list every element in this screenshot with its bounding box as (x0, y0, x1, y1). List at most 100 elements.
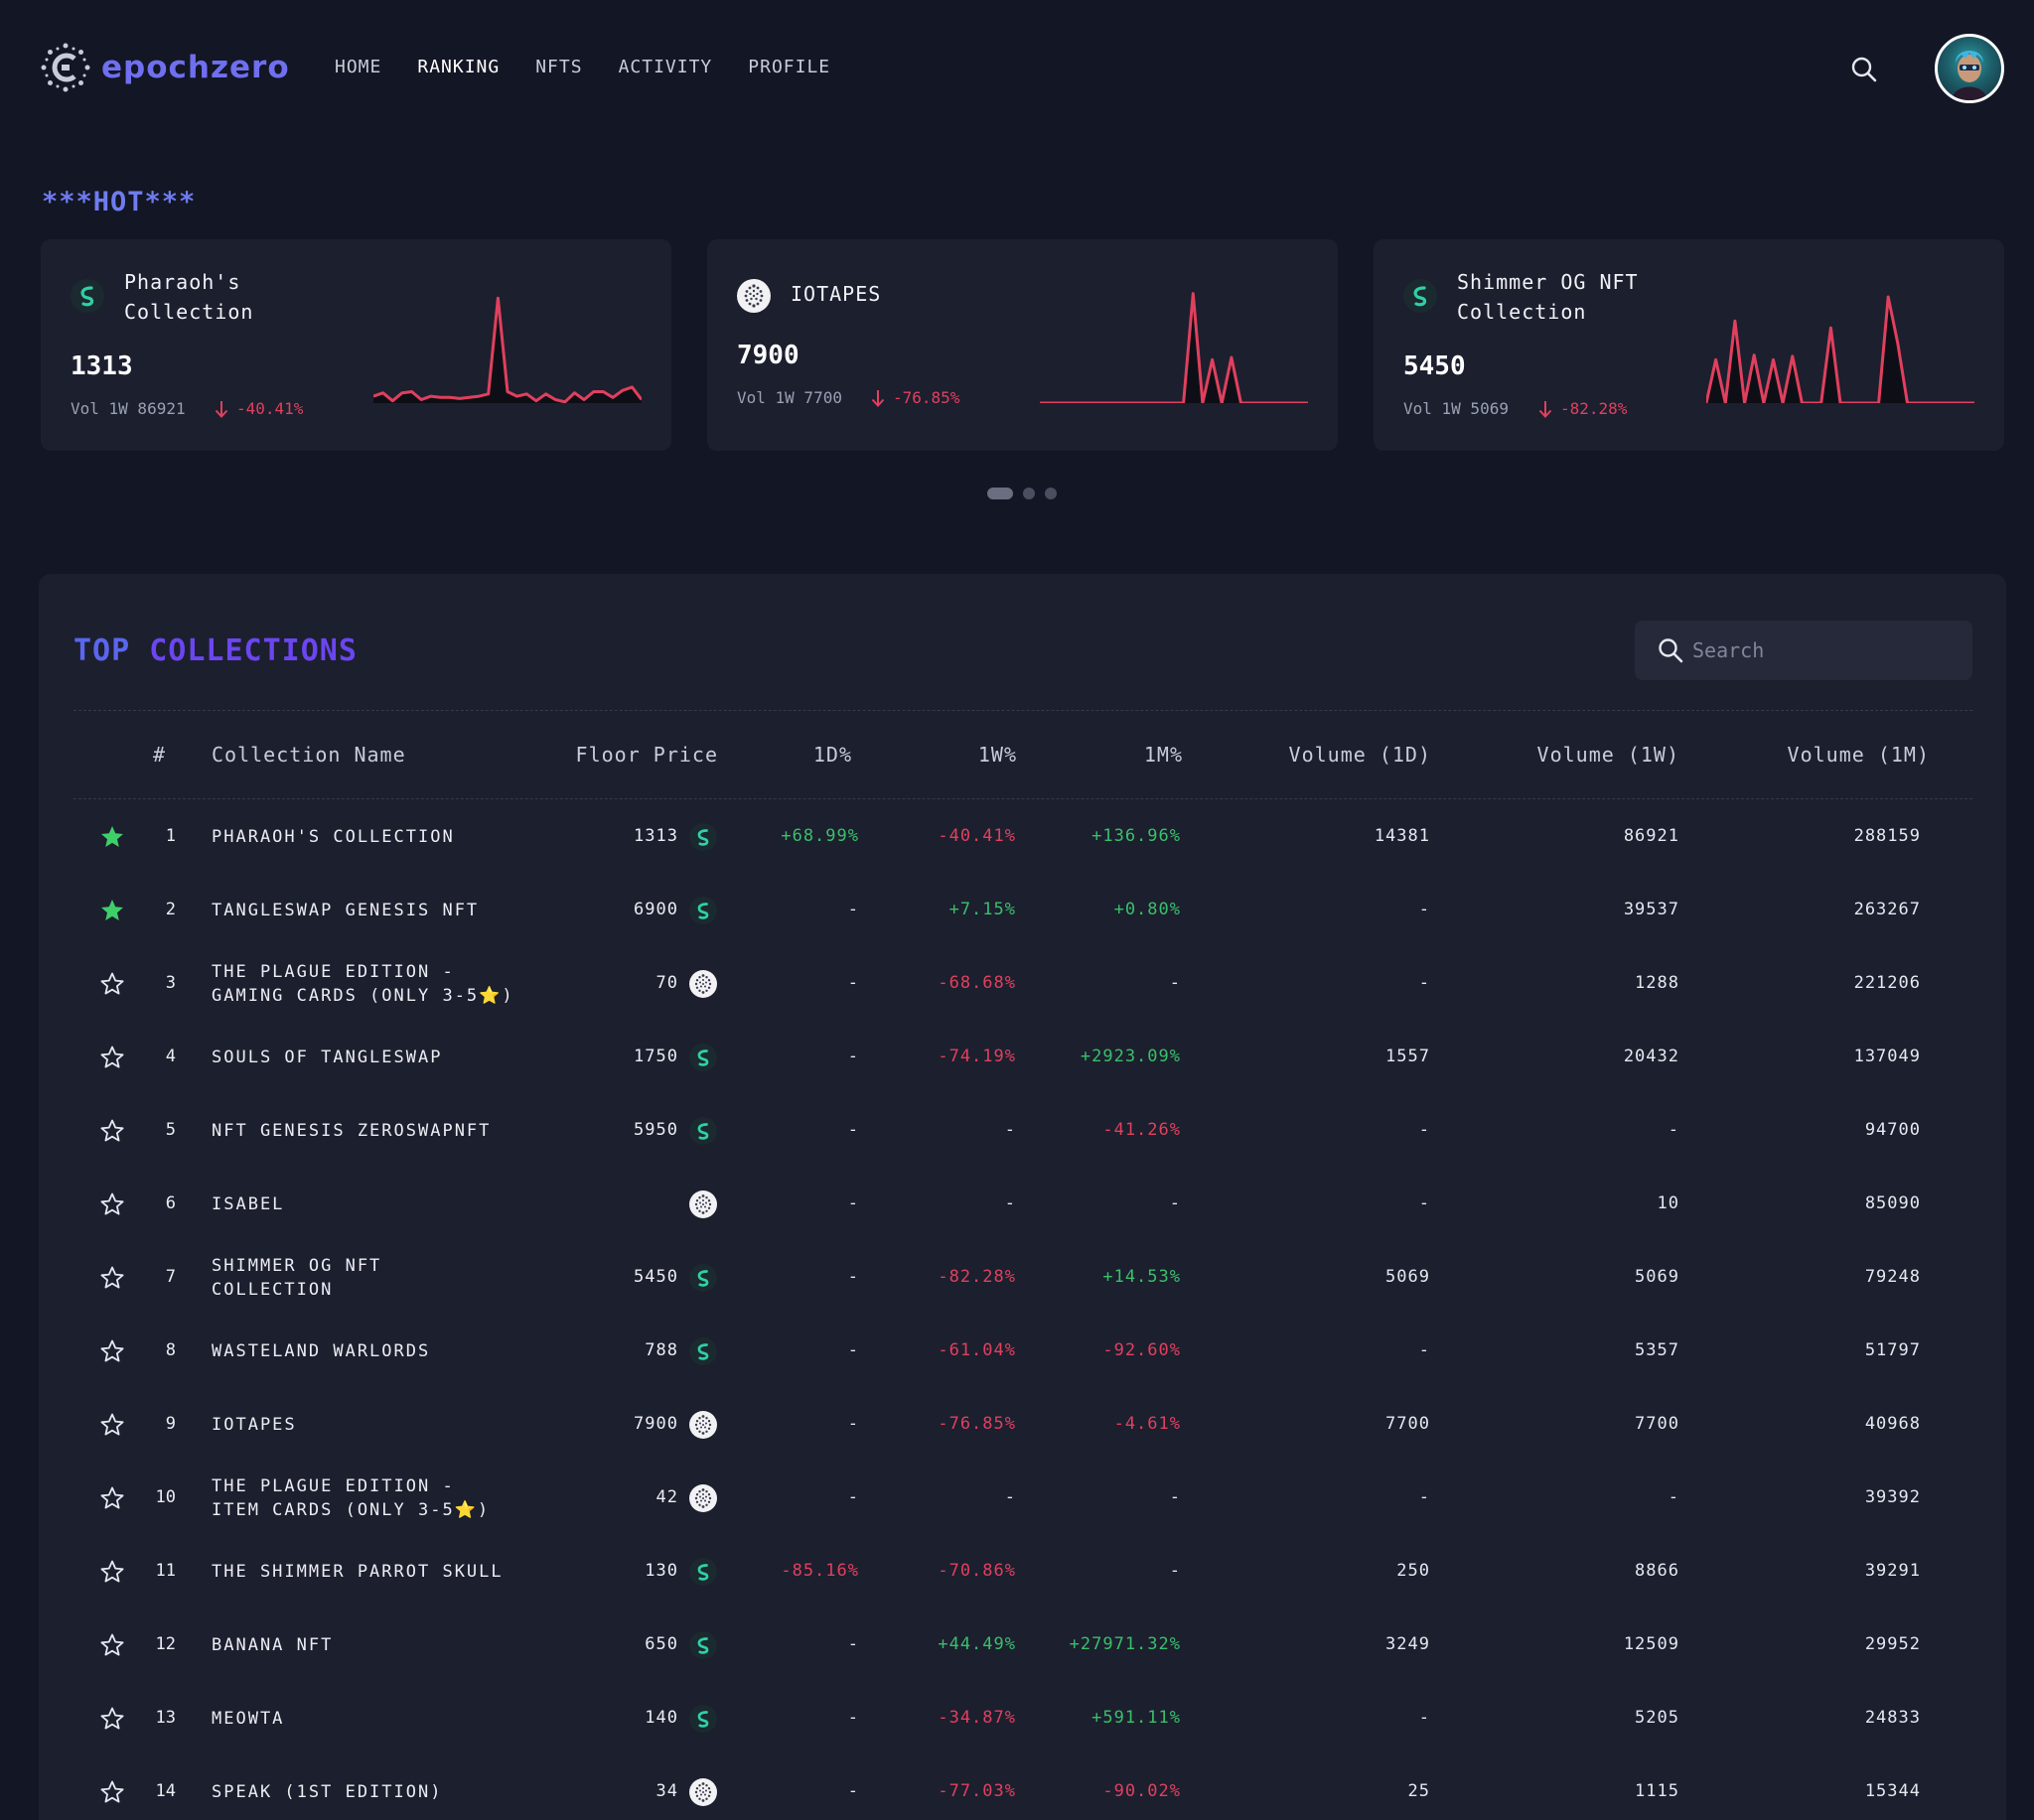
user-avatar[interactable] (1935, 34, 2004, 103)
change-1m: +136.96% (1091, 826, 1181, 846)
collection-name[interactable]: THE PLAGUE EDITION - ITEM CARDS (ONLY 3-5… (212, 1474, 490, 1522)
star-outline-icon[interactable] (99, 1779, 125, 1805)
shimmer-icon (689, 1631, 717, 1659)
hot-card-name: Shimmer OG NFT Collection (1457, 267, 1695, 327)
star-outline-icon[interactable] (99, 1412, 125, 1438)
col-1d[interactable]: 1D% (812, 743, 852, 767)
volume-1d: - (1418, 900, 1430, 919)
hot-card-volume: Vol 1W 86921 (71, 399, 186, 418)
change-1w: +7.15% (948, 900, 1016, 919)
shimmer-icon (689, 1117, 717, 1145)
collection-name[interactable]: BANANA NFT (212, 1633, 333, 1657)
floor-price: 1750 (634, 1047, 678, 1066)
change-1m: - (1169, 973, 1181, 993)
hot-card-name-line: Pharaoh's (124, 270, 241, 294)
volume-1m: 221206 (1853, 973, 1921, 993)
hot-card-change-value: -76.85% (893, 388, 960, 407)
col-volume-1w[interactable]: Volume (1W) (1536, 743, 1679, 767)
carousel-dot[interactable] (987, 488, 1013, 499)
volume-1w: 8866 (1635, 1561, 1679, 1581)
star-outline-icon[interactable] (99, 1632, 125, 1658)
arrow-down-icon (215, 400, 228, 418)
star-outline-icon[interactable] (99, 1485, 125, 1511)
volume-1d: - (1418, 1193, 1430, 1213)
collection-name[interactable]: WASTELAND WARLORDS (212, 1339, 430, 1363)
change-1w: -74.19% (938, 1047, 1016, 1066)
change-1w: - (1004, 1120, 1016, 1140)
collection-name-line: IOTAPES (212, 1415, 297, 1435)
change-1w: -76.85% (938, 1414, 1016, 1434)
collection-name[interactable]: TANGLESWAP GENESIS NFT (212, 899, 479, 922)
volume-1m: 288159 (1853, 826, 1921, 846)
col-rank[interactable]: # (153, 743, 167, 767)
nav-home[interactable]: HOME (335, 57, 382, 77)
arrow-down-icon (871, 389, 885, 407)
collection-name[interactable]: ISABEL (212, 1192, 284, 1216)
carousel-dot[interactable] (1023, 488, 1035, 499)
volume-1m: 51797 (1864, 1340, 1921, 1360)
logo-icon (41, 43, 90, 92)
hot-section-title: ***HOT*** (42, 187, 197, 217)
nav-ranking[interactable]: RANKING (417, 57, 501, 77)
logo-text: epochzero (101, 50, 290, 85)
search-icon[interactable] (1849, 55, 1879, 84)
star-outline-icon[interactable] (99, 1045, 125, 1070)
nav-profile[interactable]: PROFILE (748, 57, 831, 77)
volume-1d: - (1418, 1340, 1430, 1360)
star-outline-icon[interactable] (99, 1559, 125, 1585)
star-outline-icon[interactable] (99, 971, 125, 997)
star-outline-icon[interactable] (99, 1191, 125, 1217)
search-input[interactable] (1692, 621, 1961, 680)
col-floor-price[interactable]: Floor Price (575, 743, 718, 767)
volume-1w: 7700 (1635, 1414, 1679, 1434)
iota-icon (737, 279, 771, 313)
hot-card[interactable]: Pharaoh's Collection 1313 Vol 1W 86921 -… (41, 239, 671, 451)
collection-name-line: SOULS OF TANGLESWAP (212, 1048, 443, 1067)
collection-name[interactable]: NFT GENESIS ZEROSWAPNFT (212, 1119, 491, 1143)
logo[interactable]: epochzero (40, 42, 290, 93)
volume-1w: 10 (1657, 1193, 1679, 1213)
collection-name[interactable]: PHARAOH'S COLLECTION (212, 825, 455, 849)
arrow-down-icon (1538, 400, 1552, 418)
star-outline-icon[interactable] (99, 1706, 125, 1732)
collection-name[interactable]: THE PLAGUE EDITION - GAMING CARDS (ONLY 3… (212, 960, 514, 1008)
hot-card-name: Pharaoh's Collection (124, 267, 363, 327)
star-filled-icon[interactable] (99, 898, 125, 923)
collection-name[interactable]: SHIMMER OG NFT COLLECTION (212, 1254, 381, 1302)
change-1d: - (847, 973, 859, 993)
collection-name[interactable]: SOULS OF TANGLESWAP (212, 1046, 442, 1069)
nav-nfts[interactable]: NFTS (535, 57, 583, 77)
title-word: TOP (73, 633, 131, 668)
floor-price: 1313 (634, 826, 678, 846)
volume-1d: - (1418, 1487, 1430, 1507)
iota-icon (689, 1484, 717, 1512)
carousel-dot[interactable] (1045, 488, 1057, 499)
star-outline-icon[interactable] (99, 1118, 125, 1144)
hot-card[interactable]: Shimmer OG NFT Collection 5450 Vol 1W 50… (1374, 239, 2004, 451)
collection-search[interactable] (1635, 621, 1972, 680)
col-1m[interactable]: 1M% (1143, 743, 1183, 767)
col-volume-1m[interactable]: Volume (1M) (1787, 743, 1930, 767)
floor-price: 70 (655, 973, 678, 993)
rank: 11 (155, 1561, 176, 1581)
hot-card-name-line: IOTAPES (791, 282, 882, 306)
col-volume-1d[interactable]: Volume (1D) (1288, 743, 1431, 767)
collection-name[interactable]: SPEAK (1ST EDITION) (212, 1780, 442, 1804)
collection-name[interactable]: MEOWTA (212, 1707, 284, 1731)
top-bar: epochzero HOME RANKING NFTS ACTIVITY PRO… (0, 0, 2034, 139)
star-outline-icon[interactable] (99, 1338, 125, 1364)
rank: 8 (165, 1340, 176, 1360)
collection-name-line: MEOWTA (212, 1709, 285, 1729)
hot-card[interactable]: IOTAPES 7900 Vol 1W 7700 -76.85% (707, 239, 1338, 451)
floor-price: 140 (645, 1708, 678, 1728)
col-name[interactable]: Collection Name (212, 743, 406, 767)
sparkline (1040, 292, 1308, 403)
volume-1d: 25 (1407, 1781, 1430, 1801)
collection-name[interactable]: IOTAPES (212, 1413, 297, 1437)
star-outline-icon[interactable] (99, 1265, 125, 1291)
star-filled-icon[interactable] (99, 824, 125, 850)
collection-name[interactable]: THE SHIMMER PARROT SKULL (212, 1560, 504, 1584)
iota-icon (689, 970, 717, 998)
col-1w[interactable]: 1W% (977, 743, 1017, 767)
nav-activity[interactable]: ACTIVITY (618, 57, 713, 77)
